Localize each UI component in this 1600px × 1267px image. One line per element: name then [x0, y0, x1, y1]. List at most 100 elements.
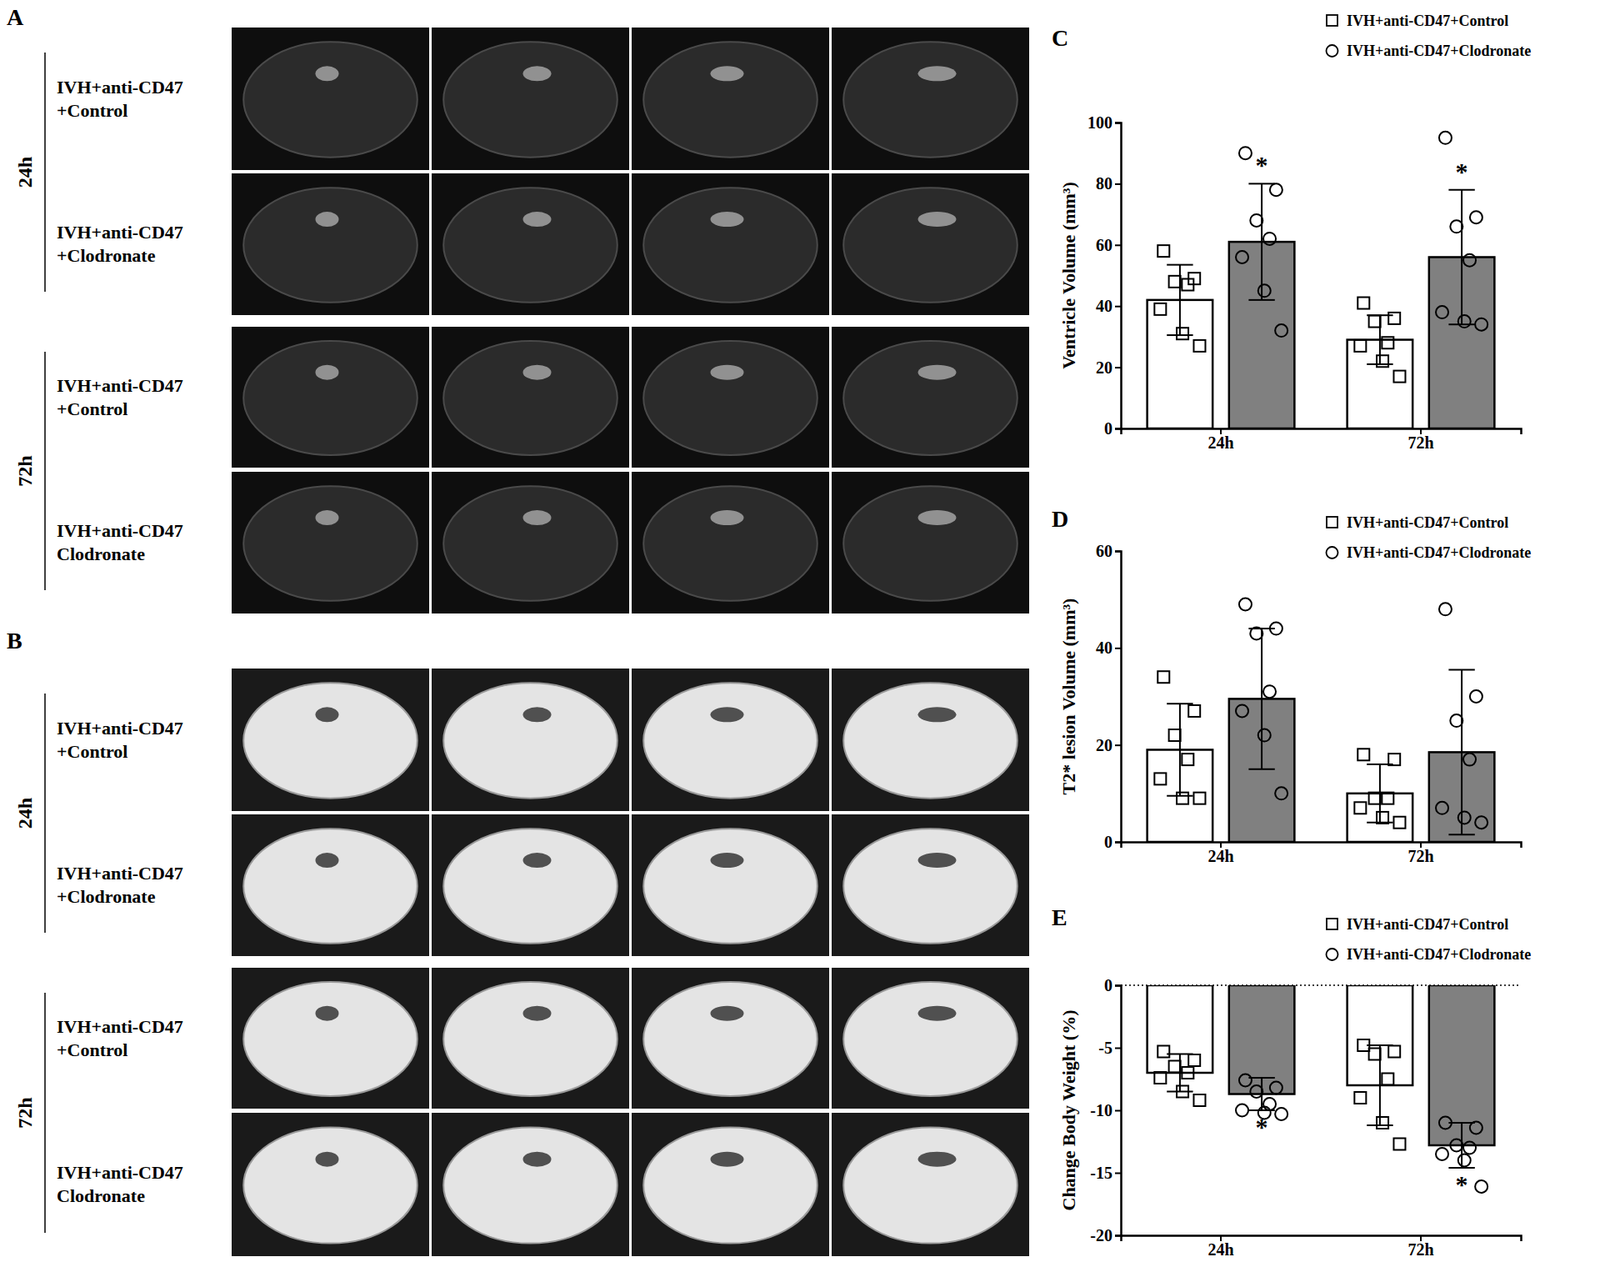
error-cap: [1448, 1121, 1475, 1124]
tick-label: 60: [1095, 541, 1113, 560]
error-cap: [1448, 669, 1475, 671]
lesion: [710, 852, 745, 868]
lesion: [710, 365, 745, 380]
mri-image: [431, 814, 630, 956]
data-point: [1354, 1091, 1366, 1104]
data-point: [1458, 1154, 1471, 1167]
brain-slice: [443, 41, 618, 157]
data-point: [1450, 220, 1463, 233]
error-stem: [1379, 1045, 1381, 1125]
lesion: [918, 365, 957, 380]
image-panel: B24hIVH+anti-CD47+ControlIVH+anti-CD47+C…: [6, 627, 1030, 1256]
time-label: 24h: [14, 797, 36, 829]
mri-image: [831, 967, 1030, 1109]
tick: 20: [1095, 735, 1121, 755]
legend-marker: [1326, 546, 1339, 559]
tick: 20: [1095, 358, 1121, 377]
data-point: [1354, 340, 1366, 352]
error-cap: [1366, 1124, 1393, 1126]
mri-image: [631, 173, 830, 315]
row-label: Clodronate: [56, 543, 145, 565]
chart: EChange Body Weight (%)**-20-15-10-5024h…: [1051, 904, 1531, 1259]
error-bar: [1366, 315, 1393, 365]
lesion: [523, 365, 552, 380]
data-point: [1154, 772, 1166, 785]
error-bar: [1366, 1045, 1393, 1125]
lesion: [918, 1151, 957, 1167]
data-point: [1275, 1107, 1288, 1120]
data-point: [1275, 324, 1288, 337]
brain-slice: [643, 485, 818, 601]
y-axis: -20-15-10-50: [1090, 975, 1121, 1245]
tick-mark: [1115, 305, 1121, 308]
y-axis-title: T2* lesion Volume (mm³): [1058, 598, 1080, 795]
data-point: [1235, 1104, 1249, 1117]
data-point: [1435, 305, 1449, 319]
error-cap: [1366, 1044, 1393, 1046]
mri-image: [431, 1112, 630, 1256]
data-point: [1270, 183, 1283, 196]
y-axis-title: Ventricle Volume (mm³): [1058, 181, 1080, 370]
legend-label: IVH+anti-CD47+Control: [1346, 915, 1509, 933]
data-point: [1263, 685, 1276, 698]
significance: *: [1455, 1170, 1469, 1198]
row-label: IVH+anti-CD47: [56, 1015, 184, 1037]
tick: -15: [1090, 1163, 1121, 1182]
lesion: [523, 65, 552, 81]
brain-slice: [643, 187, 818, 303]
group-bracket: [44, 992, 46, 1233]
error-cap: [1448, 833, 1475, 835]
tick-mark: [1115, 1172, 1121, 1175]
image-panel: A24hIVH+anti-CD47+ControlIVH+anti-CD47+C…: [6, 4, 1030, 614]
axis-line: [1121, 842, 1522, 849]
tick-label: 20: [1095, 735, 1113, 755]
brain-slice: [443, 1126, 618, 1243]
row-label: Clodronate: [56, 1185, 145, 1206]
error-bar: [1248, 183, 1275, 300]
tick-label: 72h: [1407, 1240, 1434, 1259]
tick-label: 100: [1087, 113, 1113, 132]
tick-label: 20: [1095, 358, 1113, 377]
data-point: [1463, 1141, 1476, 1155]
tick-mark: [1115, 1047, 1121, 1050]
error-cap: [1366, 363, 1393, 365]
brain-slice: [843, 828, 1018, 944]
mri-image: [831, 173, 1030, 315]
data-point: [1239, 146, 1252, 160]
mri-image: [431, 173, 630, 315]
tick: 0: [1104, 419, 1121, 438]
data-point: [1193, 1094, 1205, 1106]
error-bar: [1366, 764, 1393, 823]
mri-image: [831, 668, 1030, 811]
data-point: [1369, 315, 1381, 328]
row-label: IVH+anti-CD47: [56, 375, 184, 396]
chart: DT2* lesion Volume (mm³)020406024h72hIVH…: [1051, 505, 1531, 865]
mri-image: [431, 668, 630, 811]
error-cap: [1166, 795, 1193, 797]
data-point: [1458, 315, 1471, 328]
time-label: 72h: [14, 1096, 36, 1128]
brain-slice: [843, 485, 1018, 601]
mri-image: [231, 471, 430, 614]
error-stem: [1260, 183, 1263, 300]
panel-label: B: [6, 627, 23, 654]
data-point: [1270, 1081, 1283, 1095]
error-cap: [1248, 768, 1275, 770]
error-cap: [1366, 821, 1393, 824]
brain-slice: [843, 682, 1018, 798]
tick-mark: [1115, 244, 1121, 246]
brain-slice: [643, 682, 818, 798]
data-point: [1450, 1139, 1463, 1152]
data-point: [1250, 1085, 1263, 1098]
row-label: IVH+anti-CD47: [56, 76, 184, 98]
data-point: [1169, 275, 1181, 288]
error-cap: [1166, 1053, 1193, 1055]
significance: *: [1255, 1112, 1269, 1140]
error-stem: [1460, 1122, 1463, 1168]
tick: 72h: [1407, 1235, 1434, 1259]
brain-slice: [443, 981, 618, 1096]
data-point: [1369, 792, 1381, 805]
row-label: +Clodronate: [56, 885, 156, 907]
tick: -5: [1098, 1038, 1121, 1057]
tick: 0: [1104, 975, 1121, 995]
